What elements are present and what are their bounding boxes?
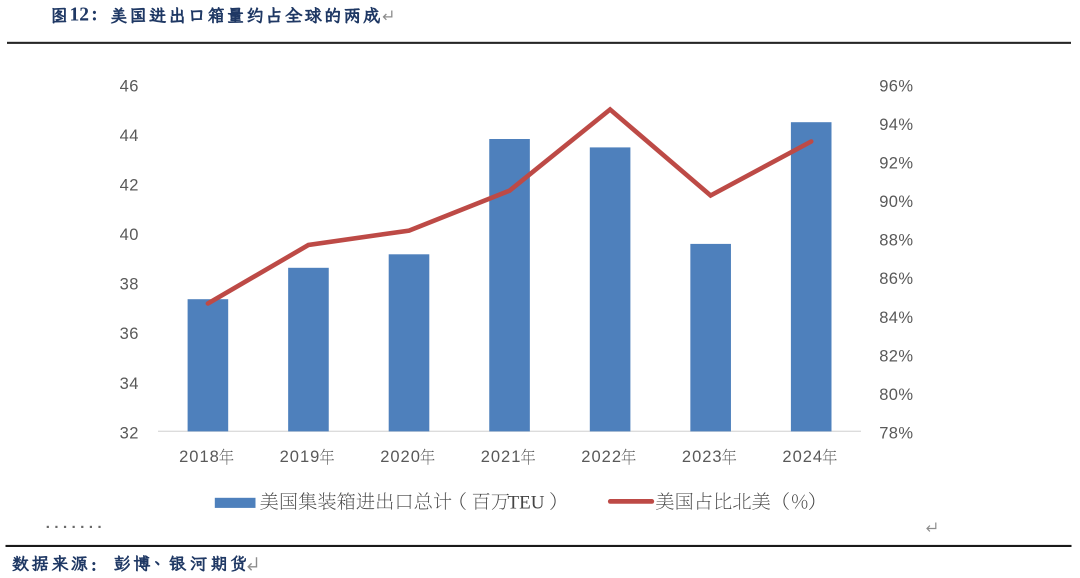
svg-text:82%: 82% <box>879 347 913 365</box>
svg-text:84%: 84% <box>879 309 913 327</box>
svg-text:96%: 96% <box>879 78 913 96</box>
svg-text:2018: 2018 <box>179 448 220 466</box>
svg-text:42: 42 <box>120 177 139 195</box>
svg-text:2019: 2019 <box>280 448 321 466</box>
svg-text:34: 34 <box>120 375 139 393</box>
svg-text:94%: 94% <box>879 116 913 134</box>
svg-text:86%: 86% <box>879 270 913 288</box>
svg-text:36: 36 <box>120 325 139 343</box>
svg-text:2024: 2024 <box>782 448 823 466</box>
svg-text:32: 32 <box>120 424 139 442</box>
svg-text:80%: 80% <box>879 386 913 404</box>
svg-text:2021: 2021 <box>481 448 522 466</box>
svg-text:88%: 88% <box>879 232 913 250</box>
svg-text:46: 46 <box>120 78 139 96</box>
svg-text:92%: 92% <box>879 155 913 173</box>
svg-text:44: 44 <box>120 127 139 145</box>
svg-text:2020: 2020 <box>380 448 421 466</box>
svg-text::: : <box>91 5 98 26</box>
svg-text:78%: 78% <box>879 424 913 442</box>
svg-text:38: 38 <box>120 276 139 294</box>
svg-text:TEU: TEU <box>508 492 545 513</box>
svg-text:40: 40 <box>120 226 139 244</box>
svg-text:2022: 2022 <box>581 448 622 466</box>
svg-text:2023: 2023 <box>682 448 723 466</box>
svg-text:12: 12 <box>70 5 90 26</box>
svg-text:90%: 90% <box>879 193 913 211</box>
svg-text::: : <box>91 555 97 576</box>
